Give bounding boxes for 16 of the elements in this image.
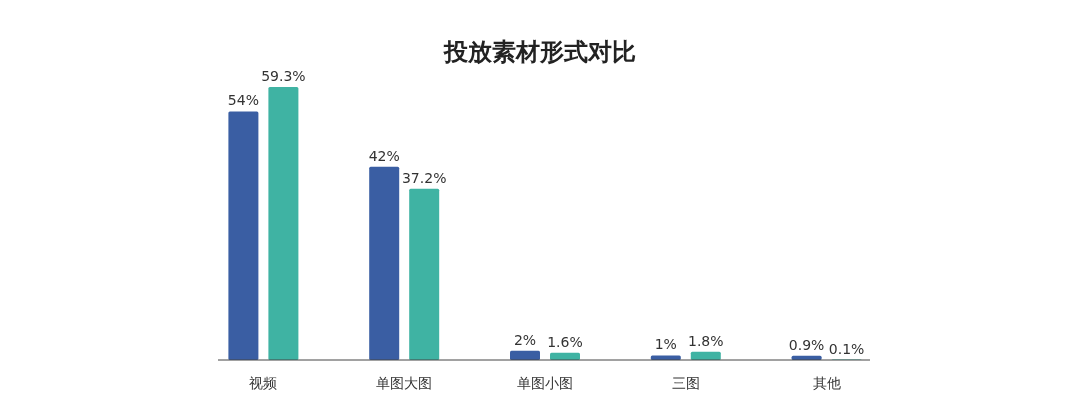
data-label: 54%: [227, 92, 259, 109]
data-label: 1%: [654, 336, 677, 353]
data-label: 37.2%: [401, 169, 447, 186]
data-label: 1.6%: [547, 333, 583, 350]
data-label: 59.3%: [261, 68, 306, 84]
data-label: 0.1%: [828, 340, 865, 357]
x-tick-label: 其他: [812, 375, 841, 391]
x-tick-label: 单图小图: [517, 375, 573, 391]
data-label: 2%: [513, 331, 537, 348]
data-label: 42%: [368, 147, 400, 164]
x-tick-label: 三图: [671, 375, 700, 391]
chart-title: 投放素材形式对比: [443, 38, 636, 66]
x-tick-label: 单图大图: [376, 375, 433, 391]
data-label: 0.9%: [788, 336, 825, 353]
data-label: 1.8%: [688, 332, 724, 349]
x-tick-label: 视频: [249, 375, 278, 391]
